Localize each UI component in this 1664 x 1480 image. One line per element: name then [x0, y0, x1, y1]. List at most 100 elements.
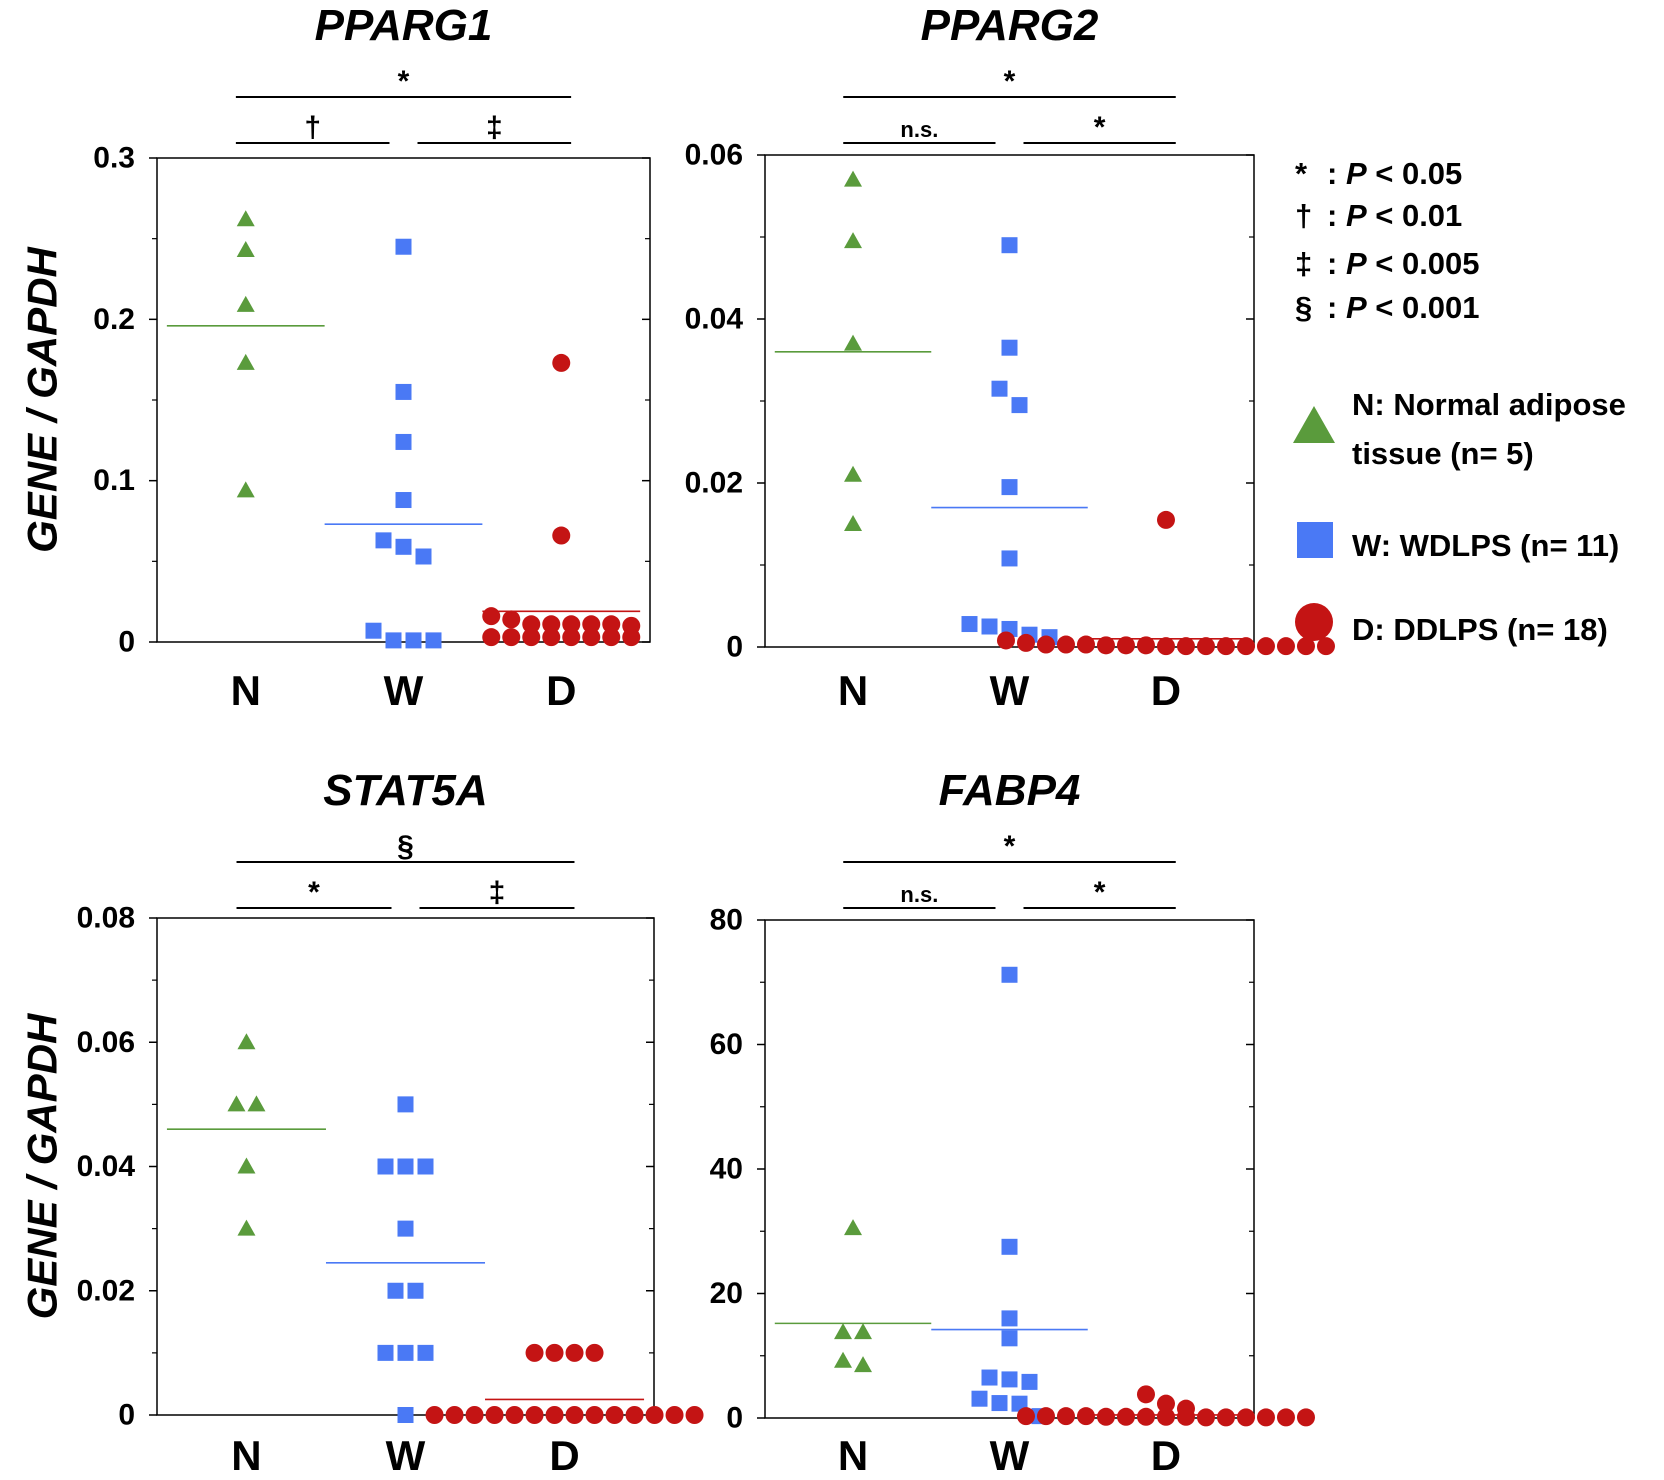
legend-label-wdlps: W: WDLPS (n= 11)	[1352, 528, 1619, 563]
data-point-W	[395, 538, 412, 555]
data-point-N	[854, 1356, 873, 1373]
y-tick-label: 0	[726, 1402, 743, 1435]
pvalue-p: P	[1346, 290, 1367, 325]
pvalue-symbol: §	[1295, 290, 1312, 325]
pvalue-legend-row: † : P < 0.01	[1295, 198, 1462, 233]
category-label: D	[1151, 1432, 1181, 1479]
pvalue-prefix: :	[1327, 246, 1346, 281]
data-point-W	[1001, 966, 1018, 983]
data-point-N	[237, 1219, 256, 1236]
data-point-D	[545, 1406, 564, 1424]
pvalue-p: P	[1346, 246, 1367, 281]
data-point-W	[395, 433, 412, 450]
data-point-W	[961, 616, 978, 633]
legend-label-normal: N: Normal adipose	[1352, 387, 1626, 422]
data-point-D	[1076, 635, 1095, 654]
data-point-W	[395, 383, 412, 400]
data-point-D	[1156, 1407, 1175, 1426]
data-point-D	[1116, 1407, 1135, 1426]
data-point-D	[1216, 1408, 1235, 1427]
y-tick-label: 0	[118, 1399, 135, 1432]
data-point-D	[502, 628, 521, 647]
y-tick-label: 0	[726, 631, 743, 664]
data-point-W	[397, 1344, 414, 1361]
legend-label-normal-n: tissue (n= 5)	[1352, 436, 1534, 471]
data-point-N	[844, 465, 863, 482]
svg-text:: P < 0.001: : P < 0.001	[1327, 290, 1480, 325]
data-point-D	[562, 628, 581, 647]
data-point-D	[625, 1406, 644, 1424]
legend-label-ddlps: D: DDLPS (n= 18)	[1352, 612, 1608, 647]
y-tick-label: 0.06	[685, 139, 743, 172]
data-point-W	[395, 492, 412, 509]
data-point-D	[562, 615, 581, 634]
data-point-D	[565, 1343, 584, 1362]
data-point-D	[585, 1406, 604, 1424]
data-point-D	[622, 628, 641, 647]
data-point-N	[236, 481, 255, 498]
data-point-W	[971, 1390, 988, 1407]
pvalue-threshold: < 0.005	[1367, 246, 1480, 281]
data-point-W	[425, 632, 442, 649]
y-tick-label: 0.2	[93, 303, 135, 336]
significance-label: ‡	[486, 111, 503, 144]
significance-label: n.s.	[900, 117, 938, 142]
pvalue-legend: * : P < 0.05 † : P < 0.01 ‡ : P < 0.005 …	[1295, 156, 1480, 325]
data-point-D	[465, 1406, 484, 1424]
data-point-W	[991, 1395, 1008, 1412]
data-point-D	[542, 628, 561, 647]
data-point-W	[1001, 479, 1018, 496]
data-point-D	[1236, 637, 1255, 656]
pvalue-prefix: :	[1327, 156, 1346, 191]
svg-text:: P < 0.005: : P < 0.005	[1327, 246, 1480, 281]
data-point-N	[834, 1351, 853, 1368]
significance-label: *	[1094, 111, 1106, 144]
y-tick-label: 0.04	[685, 303, 744, 336]
data-point-D	[482, 628, 501, 647]
pvalue-prefix: :	[1327, 290, 1346, 325]
chart-panel: FABP4 0 20 40 60 80 N W D * n.s. *	[710, 766, 1315, 1479]
significance-label: ‡	[489, 876, 506, 909]
data-point-D	[525, 1406, 544, 1424]
category-label: W	[384, 667, 424, 714]
category-label: W	[990, 667, 1030, 714]
data-point-W	[377, 1344, 394, 1361]
pvalue-legend-row: § : P < 0.001	[1295, 290, 1480, 325]
legend-circle-icon	[1295, 603, 1333, 641]
pvalue-legend-row: * : P < 0.05	[1295, 156, 1462, 191]
data-point-N	[844, 334, 863, 351]
data-point-W	[1001, 1310, 1018, 1327]
category-label: N	[231, 667, 261, 714]
chart-panel: STAT5A GENE / GAPDH 0 0.02 0.04 0.06 0.08 N W D § *…	[19, 766, 704, 1479]
y-tick-label: 0	[118, 626, 135, 659]
pvalue-legend-row: ‡ : P < 0.005	[1295, 246, 1480, 281]
y-tick-label: 40	[710, 1153, 743, 1186]
data-point-D	[502, 610, 521, 629]
data-point-D	[1196, 1408, 1215, 1427]
significance-label: *	[1004, 65, 1016, 98]
pvalue-p: P	[1346, 156, 1367, 191]
plot-frame	[764, 154, 1255, 648]
pvalue-symbol: †	[1295, 198, 1312, 233]
data-point-D	[1136, 1407, 1155, 1426]
y-tick-label: 80	[710, 904, 743, 937]
data-point-W	[415, 548, 432, 565]
data-point-W	[405, 632, 422, 649]
data-point-D	[1096, 636, 1115, 655]
data-point-W	[1021, 1373, 1038, 1390]
data-point-N	[844, 170, 863, 187]
data-point-W	[395, 238, 412, 255]
data-point-W	[407, 1282, 424, 1299]
data-point-D	[1176, 637, 1195, 656]
significance-label: *	[1094, 876, 1106, 909]
chart-panel: PPARG1 GENE / GAPDH 0 0.1 0.2 0.3 N W D * † ‡	[19, 1, 651, 714]
pvalue-symbol: *	[1295, 156, 1308, 191]
category-label: N	[838, 667, 868, 714]
data-point-W	[417, 1344, 434, 1361]
significance-label: †	[304, 111, 321, 144]
pvalue-threshold: < 0.05	[1367, 156, 1463, 191]
pvalue-prefix: :	[1327, 198, 1346, 233]
svg-text:: P < 0.05: : P < 0.05	[1327, 156, 1462, 191]
data-point-W	[1001, 339, 1018, 356]
data-point-D	[605, 1406, 624, 1424]
